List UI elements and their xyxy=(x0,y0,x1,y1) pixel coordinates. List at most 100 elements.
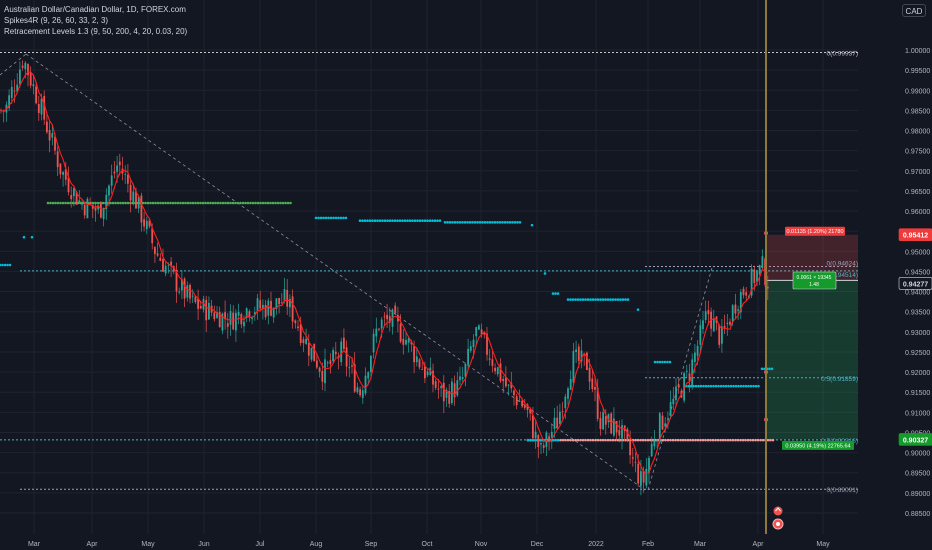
candle-body xyxy=(240,314,243,325)
symbol-title[interactable]: Australian Dollar/Canadian Dollar, 1D, F… xyxy=(4,5,186,14)
spike-dot xyxy=(234,201,237,205)
spike-dot xyxy=(702,384,705,388)
spike-dot xyxy=(51,201,55,205)
spike-dot xyxy=(711,438,715,442)
candle-body xyxy=(421,369,424,371)
price-tag xyxy=(898,277,932,290)
candle-body xyxy=(186,285,189,298)
candle-body xyxy=(426,371,429,376)
candle-body xyxy=(324,359,326,384)
spike-dot xyxy=(114,201,117,205)
spike-dot xyxy=(626,298,630,301)
price-tag xyxy=(898,433,932,446)
indicator-spikes[interactable]: Spikes4R (9, 26, 60, 33, 2, 3) xyxy=(4,16,109,25)
spike-dot xyxy=(30,235,34,239)
spike-dot xyxy=(358,219,362,223)
spike-dot xyxy=(314,216,318,220)
spike-dot xyxy=(274,201,277,205)
spike-dot xyxy=(707,384,710,388)
spike-dot xyxy=(378,219,382,223)
candle-body xyxy=(437,388,440,390)
candle-body xyxy=(75,192,78,205)
candle-body xyxy=(664,423,667,427)
candle-body xyxy=(672,398,675,405)
spike-dot xyxy=(204,201,207,205)
spike-dot xyxy=(699,438,702,442)
price-axis-label: 0.99000 xyxy=(905,88,930,95)
spike-dot xyxy=(214,201,217,205)
spike-dot xyxy=(279,201,282,205)
fib-level-label: 0.5(0.94514) xyxy=(821,272,858,279)
candle-body xyxy=(326,362,329,364)
time-axis[interactable]: Mar Apr May Jun Jul Aug Sep Oct Nov Dec 2022 Feb Mar… xyxy=(28,541,830,548)
candle-body xyxy=(459,376,461,381)
spike-dot xyxy=(458,221,462,224)
spike-dot xyxy=(281,201,285,205)
candle-body xyxy=(726,322,729,324)
spike-dot xyxy=(606,298,610,301)
spike-dot xyxy=(769,438,772,442)
candle-body xyxy=(648,457,650,473)
spike-dot xyxy=(691,438,695,442)
price-axis[interactable]: 1.00000 0.99500 0.99000 0.98500 0.98000 0.975… xyxy=(860,0,932,550)
spike-dot xyxy=(453,221,457,224)
spike-dot xyxy=(513,221,517,224)
price-tag-label: 0.95412 xyxy=(903,233,928,240)
candle-body xyxy=(691,359,694,386)
candle-body xyxy=(132,191,135,204)
candle-body xyxy=(243,321,245,327)
spike-dot xyxy=(566,298,570,301)
spike-dot xyxy=(586,438,590,442)
candle-body xyxy=(218,312,221,328)
stop-info-text: 0.01135 (1.20%) 21780 xyxy=(786,229,843,235)
candle-body xyxy=(626,429,629,440)
spike-dot xyxy=(61,201,65,205)
event-icons[interactable] xyxy=(772,506,784,530)
spike-dot xyxy=(169,201,172,205)
candle-body xyxy=(361,390,364,398)
spike-dot xyxy=(396,219,399,223)
spike-dot xyxy=(729,438,732,442)
stop-info-box xyxy=(785,226,845,236)
candle-body xyxy=(137,196,140,209)
spike-dot xyxy=(736,438,740,442)
spike-dot xyxy=(0,263,2,267)
candle-body xyxy=(734,304,737,314)
candle-body xyxy=(502,379,505,382)
spike-dot xyxy=(756,438,760,442)
candle-body xyxy=(599,418,602,429)
spike-dot xyxy=(166,201,170,205)
target-info-box xyxy=(782,440,854,450)
candle-body xyxy=(653,440,656,447)
candle-body xyxy=(299,324,302,344)
spike-dot xyxy=(589,298,592,301)
candle-body xyxy=(262,304,264,310)
currency-badge[interactable]: CAD xyxy=(902,4,926,17)
spike-dot xyxy=(463,221,467,224)
indicator-retracement[interactable]: Retracement Levels 1.3 (9, 50, 200, 4, 2… xyxy=(4,27,188,36)
spike-dot xyxy=(124,201,127,205)
spike-dot xyxy=(616,298,620,301)
spike-dot xyxy=(624,298,627,301)
candle-body xyxy=(135,191,137,209)
spike-dot xyxy=(581,298,585,301)
moving-average xyxy=(0,71,768,475)
candle-body xyxy=(62,172,64,175)
spike-dot xyxy=(471,221,474,224)
spike-dot xyxy=(119,201,122,205)
spike-dot xyxy=(201,201,205,205)
spike-dot xyxy=(1,263,4,267)
candle-body xyxy=(669,402,672,416)
price-axis-label: 0.98000 xyxy=(905,129,930,136)
price-axis-label: 0.96500 xyxy=(905,189,930,196)
candle-body xyxy=(407,338,410,343)
spike-dot xyxy=(209,201,212,205)
spike-dot xyxy=(656,360,659,364)
spike-dot xyxy=(653,360,657,364)
candle-body xyxy=(496,367,499,375)
candle-body xyxy=(286,289,289,307)
candle-body xyxy=(505,377,507,387)
price-axis-label: 0.96000 xyxy=(905,209,930,216)
